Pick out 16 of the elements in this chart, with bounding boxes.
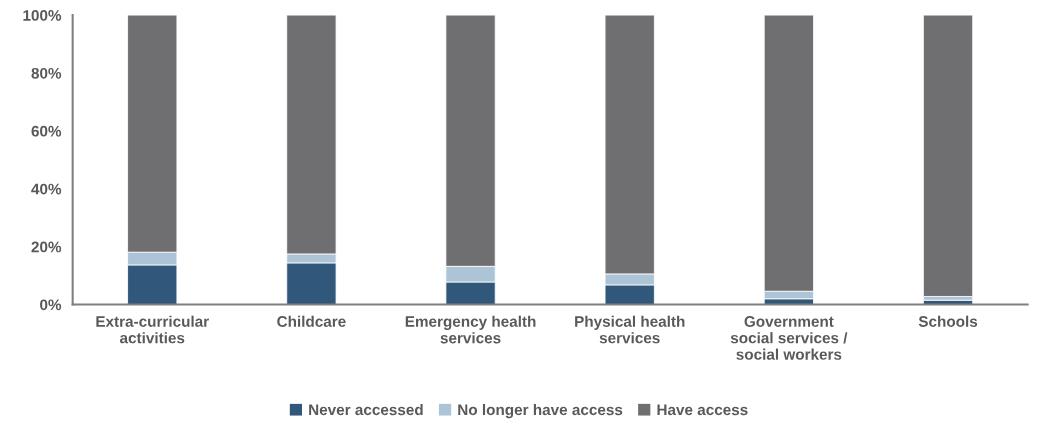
y-tick-label: 20% [31, 241, 62, 253]
x-tick-label: Extra-curricular activities [96, 315, 209, 344]
y-tick-label: 40% [31, 183, 62, 195]
legend-label: No longer have access [458, 403, 623, 419]
x-tick-label: Physical health services [575, 315, 685, 344]
y-tick-label: 0% [40, 299, 62, 311]
x-tick-label: Emergency health services [405, 315, 536, 344]
x-tick-label: Childcare [277, 315, 346, 327]
y-tick-label: 60% [31, 125, 62, 137]
legend-label: Never accessed [309, 403, 423, 416]
y-tick-label: 100% [23, 9, 62, 21]
legend-label: Have access [657, 404, 748, 416]
bar [922, 15, 974, 297]
y-tick-label: 80% [31, 67, 62, 79]
x-tick-label: Schools [918, 315, 978, 327]
x-tick-label: Government social services / social workers [730, 316, 848, 360]
